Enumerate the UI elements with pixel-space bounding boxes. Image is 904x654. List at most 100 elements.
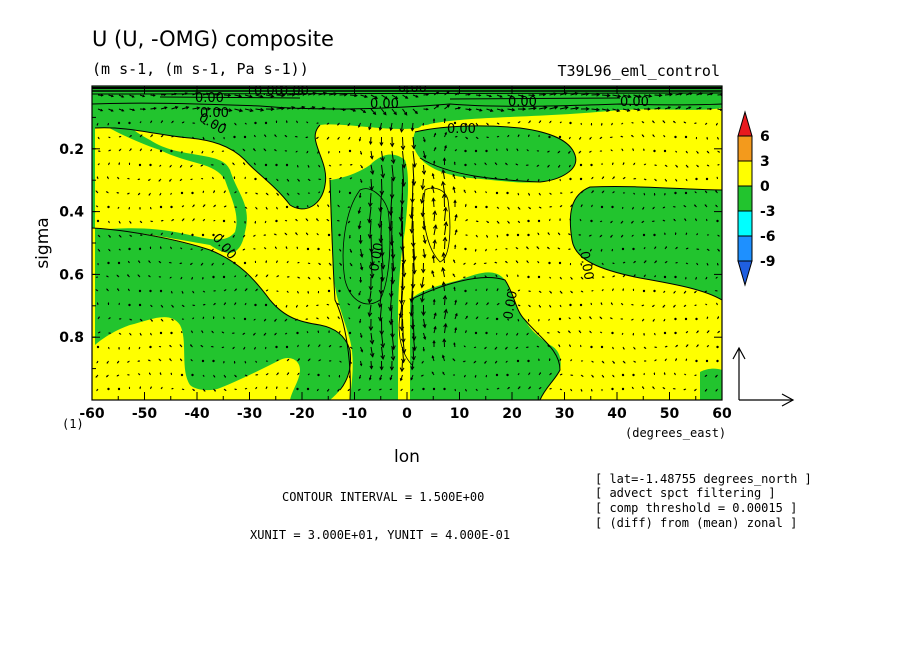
wind-vector-dot (506, 373, 509, 377)
wind-vector-head (420, 297, 425, 303)
negative-region-top-left (95, 106, 422, 209)
wind-vector-head (213, 138, 215, 140)
wind-vector-head (203, 389, 206, 392)
wind-vector-dot (474, 331, 478, 335)
wind-vector-head (655, 346, 658, 349)
wind-vector-head (137, 360, 140, 362)
wind-vector-dot (201, 233, 205, 237)
wind-vector (349, 94, 357, 97)
wind-vector-head (161, 305, 164, 308)
wind-vector-head (505, 177, 507, 180)
wind-vector-head (612, 347, 614, 350)
wind-vector-head (235, 206, 238, 208)
wind-vector (400, 122, 403, 132)
wind-vector-head (499, 95, 503, 98)
wind-vector-head (610, 235, 613, 238)
wind-vector-head (161, 219, 164, 222)
wind-vector-head (400, 145, 406, 151)
wind-vector (368, 290, 372, 303)
wind-vector-head (433, 312, 437, 316)
wind-vector-dot (159, 149, 163, 153)
wind-vector-head (380, 343, 386, 349)
wind-vector-head (462, 276, 465, 279)
wind-vector (538, 93, 546, 96)
wind-vector-head (350, 163, 353, 166)
wind-vector (538, 106, 547, 110)
wind-vector-head (644, 163, 647, 166)
wind-vector-head (274, 333, 276, 336)
wind-vector (432, 198, 435, 208)
wind-vector-head (232, 347, 235, 350)
wind-vector-dot (653, 233, 656, 237)
wind-vector-dot (348, 289, 352, 293)
wind-vector-head (465, 123, 468, 126)
wind-vector-head (329, 360, 332, 362)
wind-vector-head (436, 104, 440, 108)
wind-vector-dot (296, 331, 299, 335)
wind-vector-head (245, 374, 248, 377)
wind-vector-head (389, 377, 393, 381)
wind-vector-head (580, 344, 582, 347)
wind-vector-head (676, 261, 679, 264)
wind-vector-head (454, 312, 458, 317)
wind-vector-head (207, 107, 212, 111)
wind-vector-head (171, 232, 173, 234)
wind-vector-head (222, 176, 225, 178)
wind-vector-head (352, 108, 357, 112)
wind-vector-head (98, 137, 100, 140)
wind-vector-head (200, 263, 203, 266)
wind-vector (559, 106, 568, 110)
wind-vector-head (612, 375, 615, 378)
wind-vector-head (307, 166, 310, 168)
wind-vector-head (717, 263, 719, 266)
wind-vector-dot (579, 163, 583, 167)
wind-vector-head (569, 344, 571, 347)
wind-vector-dot (327, 233, 331, 237)
wind-vector-head (473, 361, 476, 364)
wind-vector-head (644, 274, 646, 277)
wind-vector (360, 262, 363, 270)
wind-vector-head (264, 347, 267, 350)
wind-vector-head (105, 375, 108, 378)
wind-vector-head (137, 193, 140, 196)
wind-vector-head (633, 274, 636, 277)
wind-vector-head (547, 165, 550, 168)
wind-vector-head (446, 104, 451, 108)
wind-vector-head (620, 235, 623, 238)
wind-vector-head (415, 94, 419, 98)
wind-vector-head (568, 165, 571, 168)
wind-vector-head (169, 165, 172, 168)
wind-vector-dot (621, 387, 625, 391)
wind-vector-head (546, 151, 549, 153)
wind-vector-head (631, 221, 633, 224)
wind-vector-head (347, 206, 350, 208)
wind-vector-head (591, 176, 594, 179)
wind-vector (370, 178, 373, 190)
wind-vector-head (452, 358, 455, 361)
wind-vector-head (281, 93, 286, 98)
wind-vector-head (599, 235, 602, 238)
wind-vector-head (589, 330, 591, 333)
wind-vector (368, 122, 372, 130)
wind-vector-head (179, 358, 182, 361)
wind-vector-head (526, 149, 529, 151)
wind-vector-head (539, 291, 542, 293)
wind-vector (423, 234, 426, 244)
x-tick-label: -20 (289, 406, 315, 422)
wind-vector-dot (642, 289, 646, 293)
wind-vector-head (476, 220, 479, 223)
wind-vector-head (317, 204, 319, 207)
x-tick-label: -50 (132, 406, 158, 422)
wind-vector-head (443, 322, 448, 328)
wind-vector (390, 304, 393, 325)
wind-vector-dot (695, 177, 698, 181)
wind-vector-head (193, 304, 196, 307)
wind-vector-head (571, 291, 573, 294)
wind-vector-head (602, 276, 605, 278)
wind-vector-head (559, 305, 562, 308)
wind-vector-head (326, 316, 329, 319)
wind-vector-head (652, 320, 655, 322)
wind-vector-head (487, 317, 489, 319)
wind-vector-head (432, 239, 437, 244)
wind-vector-head (264, 221, 267, 224)
